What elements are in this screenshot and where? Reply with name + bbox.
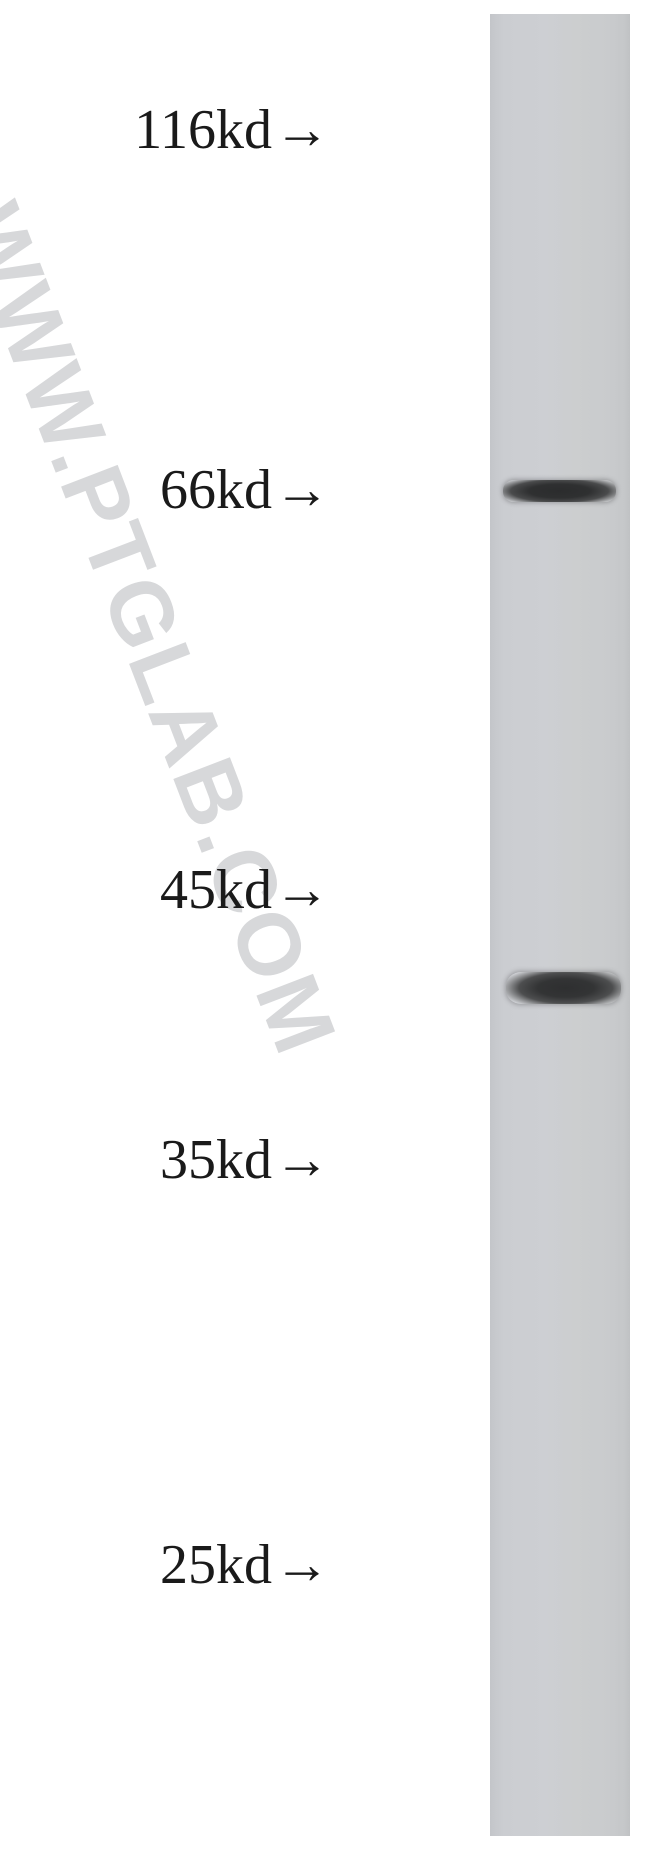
marker-label-text: 25kd bbox=[160, 1534, 272, 1596]
arrow-icon: → bbox=[274, 458, 330, 522]
arrow-icon: → bbox=[274, 1128, 330, 1192]
band-66kd bbox=[503, 480, 616, 502]
marker-35kd: 35kd→ bbox=[160, 1128, 330, 1192]
watermark-text: WWW.PTGLAB.COM bbox=[0, 190, 357, 1069]
arrow-icon: → bbox=[274, 1533, 330, 1597]
arrow-icon: → bbox=[274, 858, 330, 922]
marker-label-text: 66kd bbox=[160, 459, 272, 521]
marker-66kd: 66kd→ bbox=[160, 458, 330, 522]
marker-label-text: 45kd bbox=[160, 859, 272, 921]
blot-lane bbox=[490, 14, 630, 1836]
marker-25kd: 25kd→ bbox=[160, 1533, 330, 1597]
marker-label-text: 35kd bbox=[160, 1129, 272, 1191]
arrow-icon: → bbox=[274, 98, 330, 162]
marker-45kd: 45kd→ bbox=[160, 858, 330, 922]
band-41kd bbox=[506, 972, 621, 1004]
western-blot-figure: WWW.PTGLAB.COM 116kd→ 66kd→ 45kd→ 35kd→ … bbox=[0, 0, 650, 1855]
marker-label-text: 116kd bbox=[134, 99, 272, 161]
marker-116kd: 116kd→ bbox=[134, 98, 330, 162]
